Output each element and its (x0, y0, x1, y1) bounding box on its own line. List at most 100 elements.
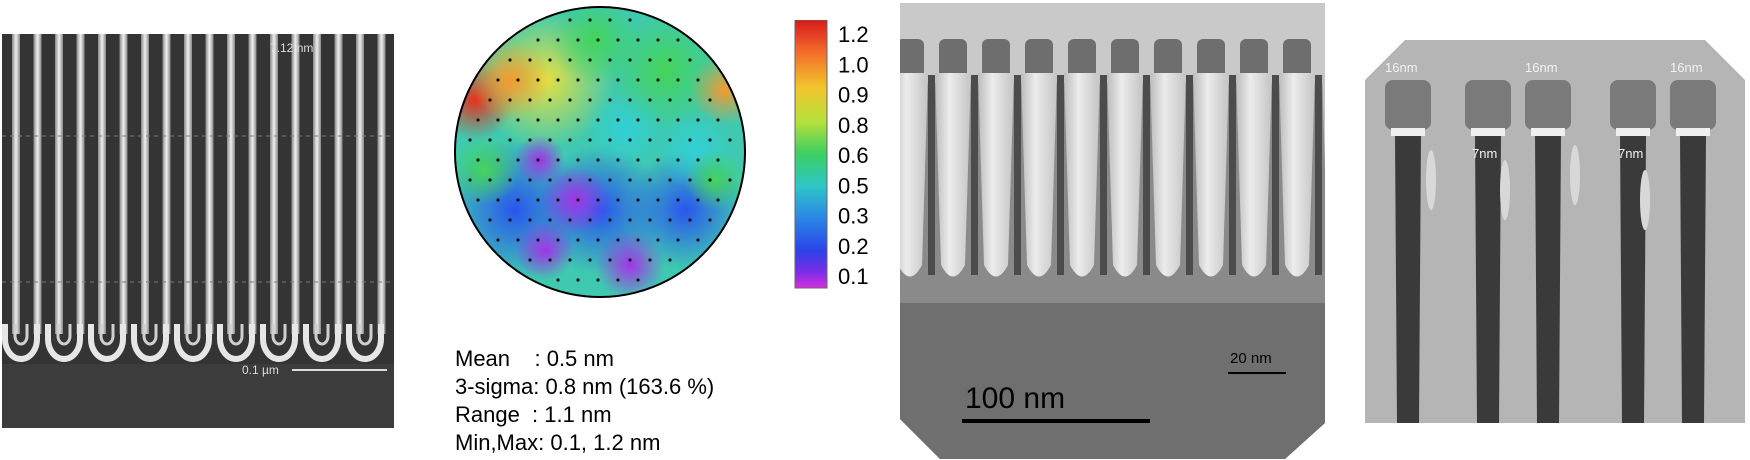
sem-line-loop (45, 324, 83, 362)
sem-scale-label: 0.1 µm (242, 363, 279, 377)
wafer-measure-dot (508, 98, 512, 102)
wafer-measure-dot (516, 118, 520, 122)
tem2-fin (1680, 136, 1706, 423)
tem1-fin (1107, 73, 1143, 277)
wafer-measure-dot (728, 178, 732, 182)
wafer-measure-dot (648, 98, 652, 102)
wafer-measure-dot (696, 198, 700, 202)
sem-inner-loop (142, 324, 158, 346)
wafer-measure-dot (488, 98, 492, 102)
wafer-measure-dot (508, 218, 512, 222)
tem2-scale-label: 20 nm (1230, 350, 1272, 367)
wafer-measure-dot (628, 58, 632, 62)
tem2-label-16nm-left: 16nm (1385, 60, 1418, 75)
wafer-measure-dot (508, 138, 512, 142)
wafer-measure-dot (688, 178, 692, 182)
wafer-measure-dot (616, 38, 620, 42)
wafer-measure-dot (556, 118, 560, 122)
colorbar-tick-label: 0.2 (838, 234, 869, 259)
colorbar: 1.2 1.0 0.9 0.8 0.6 0.5 0.3 0.2 0.1 (790, 19, 910, 325)
wafer-measure-dot (508, 178, 512, 182)
tem1-gate-cap (1068, 39, 1096, 79)
stat-mean: Mean : 0.5 nm (455, 346, 614, 371)
sem-line-svg: 7.12 nm 0.1 µm (2, 34, 394, 428)
wafer-measure-dot (648, 218, 652, 222)
wafer-measure-dot (636, 278, 640, 282)
wafer-measure-dot (536, 198, 540, 202)
wafer-measure-dot (636, 238, 640, 242)
wafer-measure-dot (636, 78, 640, 82)
tem2-highlight (1570, 145, 1580, 205)
sem-line (76, 34, 85, 334)
sem-line (98, 34, 106, 334)
wafer-measure-dot (568, 18, 572, 22)
colorbar-gradient (794, 19, 828, 289)
tem1-gate-cap (939, 39, 967, 79)
wafer-measure-dot (476, 198, 480, 202)
wafer-measure-dot (636, 118, 640, 122)
wafer-measure-dot (656, 78, 660, 82)
wafer-thickness-map (425, 0, 785, 330)
wafer-measure-dot (628, 218, 632, 222)
wafer-measure-dot (488, 178, 492, 182)
wafer-measure-dot (668, 58, 672, 62)
tem1-fin-gap (928, 75, 935, 275)
wafer-measure-dot (536, 78, 540, 82)
tem1-fin (1279, 73, 1315, 277)
wafer-measure-dot (496, 238, 500, 242)
wafer-measure-dot (568, 138, 572, 142)
wafer-measure-dot (648, 178, 652, 182)
wafer-measure-dot (656, 158, 660, 162)
wafer-measure-dot (596, 118, 600, 122)
wafer-measure-dot (528, 178, 532, 182)
sem-line (33, 34, 42, 334)
wafer-measure-dot (516, 78, 520, 82)
tem1-gate-cap (982, 39, 1010, 79)
sem-inner-loop (185, 324, 201, 346)
sem-line (162, 34, 171, 334)
wafer-measure-dot (476, 118, 480, 122)
stat-range: Range : 1.1 nm (455, 402, 612, 427)
wafer-measure-dot (716, 198, 720, 202)
wafer-measure-dot (608, 138, 612, 142)
wafer-measure-dot (468, 178, 472, 182)
wafer-measure-dot (556, 238, 560, 242)
sem-line (141, 34, 149, 334)
tem1-fin-gap (1315, 75, 1322, 275)
wafer-measure-dot (608, 218, 612, 222)
wafer-measure-dot (576, 238, 580, 242)
sem-line-loop (174, 324, 212, 362)
tem2-cap-edge (1471, 128, 1505, 136)
wafer-measure-dot (676, 118, 680, 122)
wafer-measure-dot (568, 58, 572, 62)
wafer-measure-dot (716, 118, 720, 122)
wafer-measure-dot (496, 78, 500, 82)
wafer-measure-dot (568, 178, 572, 182)
wafer-measure-dot (516, 158, 520, 162)
wafer-measure-dot (528, 258, 532, 262)
sem-line (248, 34, 257, 334)
sem-line-loop (346, 324, 384, 362)
wafer-measure-dot (688, 58, 692, 62)
sem-line (119, 34, 128, 334)
wafer-measure-dot (568, 98, 572, 102)
wafer-measure-dot (648, 138, 652, 142)
wafer-measure-dot (636, 198, 640, 202)
tem2-svg: 16nm 16nm 16nm 7nm 7nm (1365, 40, 1745, 423)
tem2-fin (1395, 136, 1421, 423)
colorbar-tick-label: 1.2 (838, 22, 869, 47)
tem1-fin (935, 73, 971, 277)
wafer-measure-dot (556, 78, 560, 82)
tem1-fin (900, 73, 928, 277)
wafer-measure-dot (628, 98, 632, 102)
tem2-cap-edge (1616, 128, 1650, 136)
tem2-label-7nm-right: 7nm (1618, 146, 1643, 161)
tem1-fin-gap (971, 75, 978, 275)
sem-substrate (2, 364, 394, 428)
wafer-measure-dot (548, 138, 552, 142)
wafer-measure-dot (516, 238, 520, 242)
tem2-cap-edge (1391, 128, 1425, 136)
wafer-measure-dot (588, 18, 592, 22)
wafer-measure-dot (536, 238, 540, 242)
wafer-measure-dot (668, 138, 672, 142)
